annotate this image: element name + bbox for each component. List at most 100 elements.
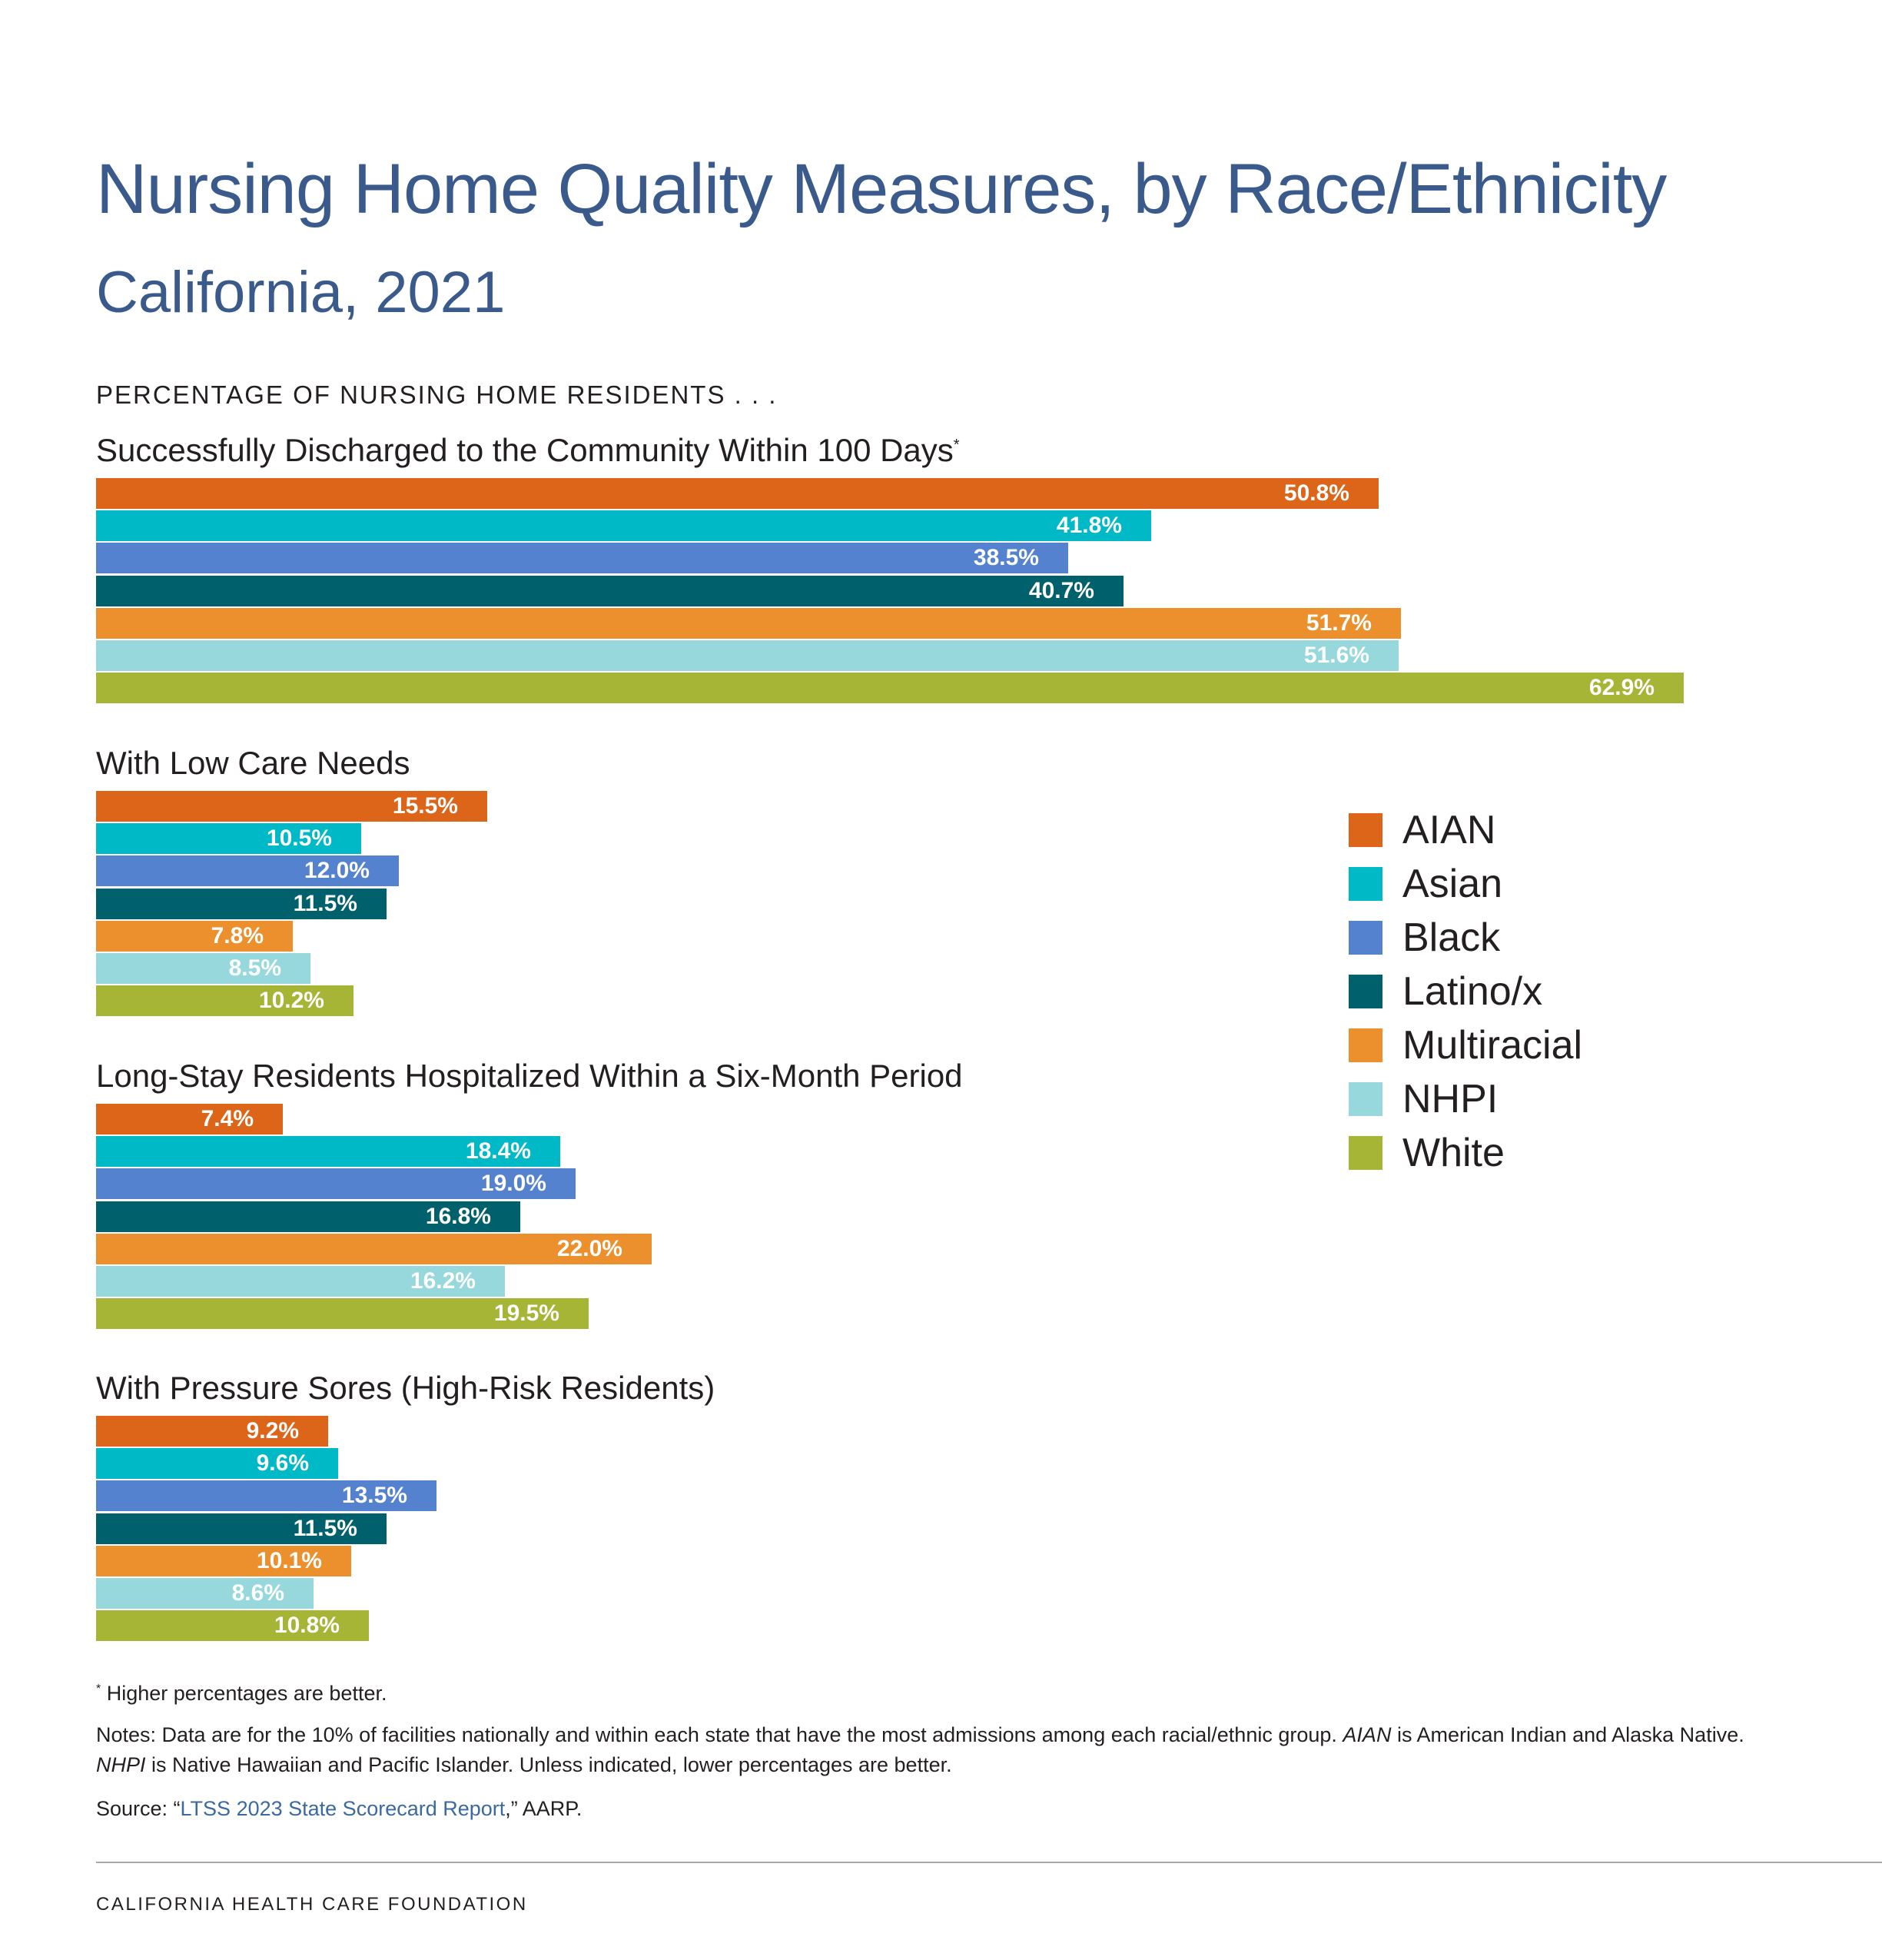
legend-label-latino-x: Latino/x bbox=[1402, 969, 1543, 1014]
bar-label-1-aian: 50.8% bbox=[1283, 480, 1349, 506]
bar-4-black bbox=[96, 1480, 436, 1511]
bar-label-3-aian: 7.4% bbox=[201, 1106, 254, 1131]
bar-label-4-black: 13.5% bbox=[341, 1483, 407, 1508]
bar-2-multiracial bbox=[96, 921, 293, 952]
bar-label-4-aian: 9.2% bbox=[246, 1418, 299, 1443]
bar-label-4-nhpi: 8.6% bbox=[231, 1580, 284, 1606]
bar-1-latino-x bbox=[96, 576, 1124, 606]
bar-4-nhpi bbox=[96, 1578, 314, 1609]
bar-3-aian bbox=[96, 1104, 283, 1134]
legend-label-nhpi: NHPI bbox=[1402, 1077, 1499, 1121]
bar-1-aian bbox=[96, 478, 1379, 509]
legend-item-aian: AIAN bbox=[1349, 807, 1733, 853]
notes-aian-abbr: AIAN bbox=[1343, 1723, 1392, 1746]
bar-label-4-asian: 9.6% bbox=[256, 1450, 309, 1476]
panel-title-marker: * bbox=[953, 437, 960, 453]
legend-label-aian: AIAN bbox=[1402, 808, 1496, 852]
bar-1-white bbox=[96, 673, 1684, 703]
bar-3-asian bbox=[96, 1136, 560, 1167]
bar-3-latino-x bbox=[96, 1201, 520, 1232]
notes-nhpi-abbr: NHPI bbox=[96, 1753, 146, 1777]
legend-item-multiracial: Multiracial bbox=[1349, 1022, 1733, 1068]
panel-title-text: Long-Stay Residents Hospitalized Within … bbox=[96, 1058, 963, 1094]
bar-label-3-asian: 18.4% bbox=[465, 1138, 531, 1164]
measure-heading: PERCENTAGE OF NURSING HOME RESIDENTS . .… bbox=[96, 380, 778, 409]
bar-label-2-latino-x: 11.5% bbox=[293, 891, 357, 916]
panel-title-text: Successfully Discharged to the Community… bbox=[96, 432, 954, 468]
panel-title-4: With Pressure Sores (High-Risk Residents… bbox=[96, 1372, 715, 1404]
legend-swatch-multiracial bbox=[1349, 1028, 1382, 1062]
bar-1-asian bbox=[96, 510, 1151, 541]
bar-label-2-aian: 15.5% bbox=[392, 793, 458, 819]
legend-swatch-latino-x bbox=[1349, 975, 1382, 1008]
bar-2-white bbox=[96, 985, 353, 1016]
footnote-higher-better-text: Higher percentages are better. bbox=[106, 1682, 387, 1705]
legend-item-latino-x: Latino/x bbox=[1349, 968, 1733, 1015]
bar-1-nhpi bbox=[96, 640, 1399, 671]
bar-label-3-latino-x: 16.8% bbox=[425, 1204, 491, 1229]
bar-label-4-white: 10.8% bbox=[274, 1613, 340, 1638]
footer-divider bbox=[96, 1862, 1882, 1863]
bar-3-black bbox=[96, 1168, 576, 1199]
legend-item-nhpi: NHPI bbox=[1349, 1076, 1733, 1122]
bar-label-1-nhpi: 51.6% bbox=[1303, 643, 1369, 668]
bar-4-asian bbox=[96, 1448, 338, 1479]
panel-title-text: With Low Care Needs bbox=[96, 745, 410, 781]
bar-2-black bbox=[96, 855, 399, 886]
bar-4-aian bbox=[96, 1416, 328, 1447]
legend-item-asian: Asian bbox=[1349, 861, 1733, 907]
bar-label-3-black: 19.0% bbox=[480, 1171, 546, 1196]
source-link[interactable]: LTSS 2023 State Scorecard Report bbox=[180, 1797, 506, 1820]
legend-label-black: Black bbox=[1402, 915, 1501, 960]
bar-label-2-multiracial: 7.8% bbox=[211, 923, 264, 948]
footer-org: CALIFORNIA HEALTH CARE FOUNDATION bbox=[96, 1894, 528, 1915]
bar-3-nhpi bbox=[96, 1266, 505, 1297]
source-suffix: ,” AARP. bbox=[505, 1797, 583, 1820]
bar-label-4-latino-x: 11.5% bbox=[293, 1516, 357, 1541]
chart-title: Nursing Home Quality Measures, by Race/E… bbox=[96, 150, 1667, 228]
footnote-asterisk: * bbox=[96, 1683, 101, 1696]
bar-3-white bbox=[96, 1298, 589, 1329]
legend-label-multiracial: Multiracial bbox=[1402, 1023, 1583, 1068]
bar-4-latino-x bbox=[96, 1513, 387, 1544]
bar-label-3-white: 19.5% bbox=[493, 1301, 559, 1326]
legend-item-white: White bbox=[1349, 1130, 1733, 1176]
bar-4-multiracial bbox=[96, 1546, 351, 1576]
bar-label-2-white: 10.2% bbox=[258, 988, 324, 1013]
legend-label-asian: Asian bbox=[1402, 862, 1503, 906]
legend-label-white: White bbox=[1402, 1131, 1505, 1175]
bar-2-latino-x bbox=[96, 889, 387, 919]
bar-label-2-asian: 10.5% bbox=[266, 826, 332, 851]
source-prefix: Source: “ bbox=[96, 1797, 181, 1820]
notes-nhpi-def: is Native Hawaiian and Pacific Islander.… bbox=[151, 1753, 952, 1777]
bar-label-3-nhpi: 16.2% bbox=[410, 1268, 476, 1294]
bar-label-3-multiracial: 22.0% bbox=[556, 1236, 622, 1261]
legend-swatch-aian bbox=[1349, 813, 1382, 847]
bar-label-2-nhpi: 8.5% bbox=[228, 955, 281, 981]
panel-title-2: With Low Care Needs bbox=[96, 747, 410, 779]
bar-2-nhpi bbox=[96, 953, 310, 984]
bar-2-aian bbox=[96, 791, 487, 822]
panel-title-text: With Pressure Sores (High-Risk Residents… bbox=[96, 1370, 715, 1406]
footnote-source: Source: “LTSS 2023 State Scorecard Repor… bbox=[96, 1794, 582, 1824]
bar-1-black bbox=[96, 543, 1068, 573]
legend-swatch-black bbox=[1349, 921, 1382, 955]
bar-label-4-multiracial: 10.1% bbox=[256, 1548, 322, 1573]
footnote-notes: Notes: Data are for the 10% of facilitie… bbox=[96, 1720, 1833, 1780]
footnote-higher-better: * Higher percentages are better. bbox=[96, 1679, 387, 1709]
legend-item-black: Black bbox=[1349, 915, 1733, 961]
bar-3-multiracial bbox=[96, 1234, 652, 1264]
panel-title-1: Successfully Discharged to the Community… bbox=[96, 434, 960, 467]
notes-aian-def: is American Indian and Alaska Native. bbox=[1396, 1723, 1744, 1746]
bar-4-white bbox=[96, 1610, 369, 1641]
bar-1-multiracial bbox=[96, 608, 1401, 639]
legend-swatch-white bbox=[1349, 1136, 1382, 1170]
bar-label-1-latino-x: 40.7% bbox=[1028, 578, 1094, 603]
notes-text: Notes: Data are for the 10% of facilitie… bbox=[96, 1723, 1337, 1746]
legend-swatch-nhpi bbox=[1349, 1082, 1382, 1116]
legend-swatch-asian bbox=[1349, 867, 1382, 901]
bar-label-1-asian: 41.8% bbox=[1056, 513, 1122, 538]
panel-title-3: Long-Stay Residents Hospitalized Within … bbox=[96, 1060, 963, 1092]
bar-label-1-white: 62.9% bbox=[1588, 675, 1655, 700]
chart-subtitle: California, 2021 bbox=[96, 260, 506, 325]
